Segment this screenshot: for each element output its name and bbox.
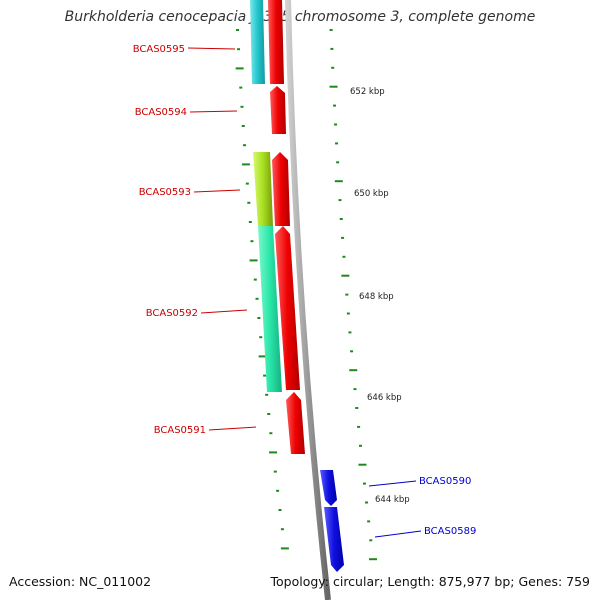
bcas0594-label[interactable]: BCAS0594 [135,107,187,118]
bcas0595-feature[interactable] [250,0,265,84]
inner-tick-track [235,29,289,550]
bcas0593-leader-line [193,189,241,193]
bcas0590-feature[interactable] [320,470,337,506]
bcas0592-label[interactable]: BCAS0592 [146,308,198,319]
bcas0591-label[interactable]: BCAS0591 [154,425,206,436]
bcas0593-feature[interactable] [272,152,290,226]
bcas0592-feature[interactable] [258,226,282,392]
bcas0593-feature[interactable] [253,152,273,226]
ruler-label: 648 kbp [359,292,394,302]
gene-callouts: BCAS0595 BCAS0594 BCAS0593 BCAS0592 BCAS0591… [133,44,476,538]
bcas0593-label[interactable]: BCAS0593 [139,187,191,198]
ruler-label: 652 kbp [350,87,385,97]
bcas0592-feature[interactable] [275,226,300,390]
bcas0594-leader-line [189,110,238,113]
ruler-label: 644 kbp [375,495,410,505]
outer-tick-track [329,29,378,561]
ruler-label: 650 kbp [354,189,389,199]
bcas0589-label[interactable]: BCAS0589 [424,526,476,537]
bcas0595-leader-line [187,47,236,50]
ruler-labels: 652 kbp 650 kbp 648 kbp 646 kbp 644 kbp [350,87,410,505]
bcas0589-feature[interactable] [324,507,344,572]
accession-text: Accession: NC_011002 [9,574,152,589]
bcas0591-leader-line [208,426,257,431]
bcas0591-feature[interactable] [286,392,305,454]
bcas0594-feature[interactable] [270,86,286,134]
bcas0595-label[interactable]: BCAS0595 [133,44,185,55]
bcas0592-leader-line [200,309,248,314]
gene-features [250,0,344,572]
ruler-label: 646 kbp [367,393,402,403]
topology-summary: Topology: circular; Length: 875,977 bp; … [270,574,591,589]
genome-backbone [285,0,331,600]
map-title: Burkholderia cenocepacia J2315 chromosom… [64,9,536,25]
bcas0595-feature[interactable] [268,0,284,84]
bcas0589-leader-line [374,530,422,538]
bcas0590-label[interactable]: BCAS0590 [419,476,471,487]
bcas0590-leader-line [368,480,417,487]
